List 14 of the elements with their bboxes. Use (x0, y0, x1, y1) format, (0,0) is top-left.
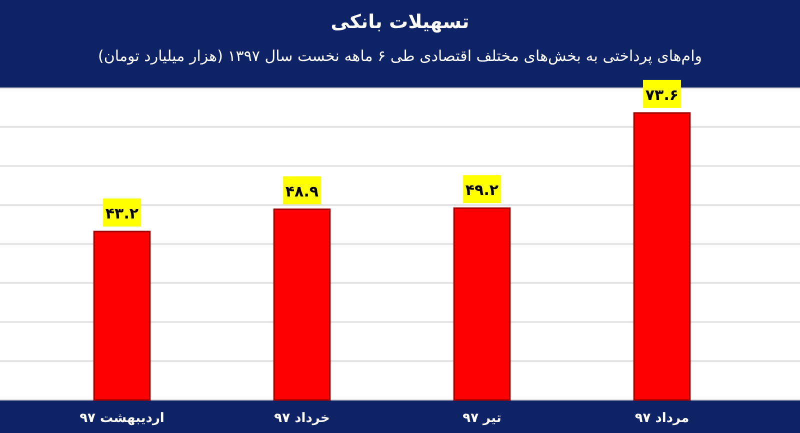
x-tick-label: تیر ۹۷ (462, 411, 502, 426)
chart-title: تسهیلات بانکی (330, 11, 470, 33)
x-tick-label: اردیبهشت ۹۷ (80, 411, 164, 426)
bar (453, 207, 511, 401)
x-tick-label: خرداد ۹۷ (274, 411, 330, 426)
x-tick-label: مرداد ۹۷ (634, 411, 690, 426)
data-label: ۷۳.۶ (645, 86, 679, 104)
data-label: ۴۹.۲ (465, 181, 499, 200)
data-label: ۴۳.۲ (105, 204, 139, 223)
bar (273, 208, 331, 401)
bar (93, 230, 151, 401)
chart-subtitle: وام‌های پرداختی به بخش‌های مختلف اقتصادی طی ۶ ماهه نخست سال ۱۳۹۷ (هزار میلیارد تومان) (98, 47, 702, 65)
data-label: ۴۸.۹ (285, 182, 319, 200)
bar (633, 112, 691, 401)
